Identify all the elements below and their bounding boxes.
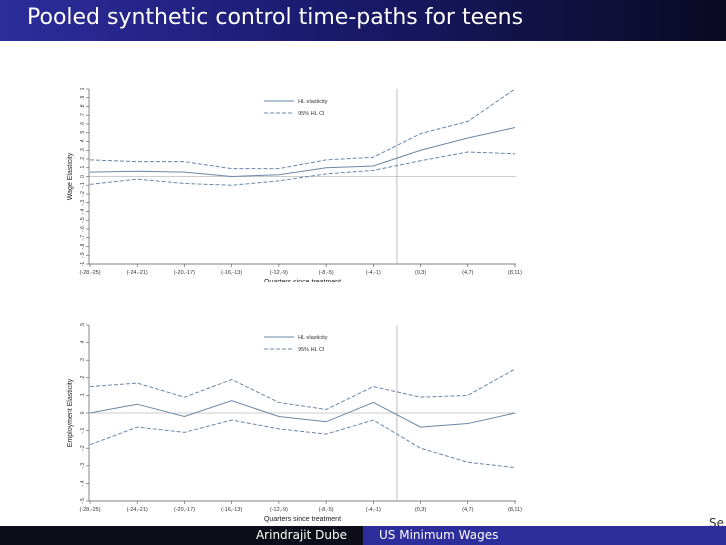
y-tick-label: -.3 [80, 200, 86, 206]
hl-elasticity-line [89, 127, 516, 178]
y-axis-label: Wage Elasticity [67, 152, 74, 200]
footer-talk-title: US Minimum Wages [363, 526, 726, 545]
x-tick-label: (-16,-13) [221, 270, 242, 276]
y-tick-label: -.1 [80, 182, 86, 188]
title-bar: Pooled synthetic control time-paths for … [0, 0, 726, 41]
y-tick-label: -.3 [80, 463, 86, 469]
y-tick-label: -.2 [80, 445, 86, 451]
y-tick-label: .9 [80, 95, 86, 99]
legend-ci: 95% HL CI [298, 347, 325, 353]
y-tick-label: .3 [80, 148, 86, 152]
y-tick-label: -.5 [80, 498, 86, 504]
ci-lower-line [89, 419, 516, 469]
x-tick-label: (8,11) [508, 270, 522, 276]
y-tick-label: .1 [80, 393, 86, 397]
x-tick-label: (-12,-9) [270, 270, 288, 276]
y-tick-label: 0 [80, 175, 86, 178]
x-tick-label: (-8,-5) [319, 270, 334, 276]
y-tick-label: .6 [80, 122, 86, 126]
y-tick-label: -.4 [80, 208, 86, 214]
x-tick-label: (-4,-1) [366, 507, 381, 513]
wage-elasticity-plot: -1 -.9 -.8 -.7 -.6 -.5 -.4 -.3 -.2 -.1 0 .1 .2 .3 .4 .5… [67, 87, 522, 286]
y-tick-label: -.9 [80, 252, 86, 258]
x-tick-label: (-20,-17) [174, 507, 195, 513]
y-tick-label: 0 [80, 411, 86, 414]
x-tick-label: (8,11) [508, 507, 522, 513]
y-tick-label: -.5 [80, 217, 86, 223]
y-tick-label: .2 [80, 157, 86, 161]
x-axis-label: Quarters since treatment [264, 516, 341, 523]
y-axis-label: Employment Elasticity [67, 378, 74, 447]
y-tick-label: -1 [80, 262, 86, 267]
y-tick-label: .4 [80, 139, 86, 143]
footer: Arindrajit Dube US Minimum Wages [0, 526, 726, 545]
y-tick-label: .5 [80, 323, 86, 327]
slide-title: Pooled synthetic control time-paths for … [27, 5, 524, 30]
x-tick-label: (-20,-17) [174, 270, 195, 276]
y-tick-label: -.7 [80, 235, 86, 241]
ci-upper-line [89, 88, 516, 170]
y-tick-label: 1 [80, 87, 86, 90]
ci-lower-line [89, 151, 516, 186]
y-tick-label: .5 [80, 130, 86, 134]
x-tick-label: (-24,-21) [127, 507, 148, 513]
legend-hl-elasticity: HL elasticity [298, 99, 328, 105]
y-tick-label: .1 [80, 165, 86, 169]
y-tick-label: -.1 [80, 427, 86, 433]
ci-upper-line [89, 368, 516, 410]
x-tick-label: (0,3) [415, 270, 426, 276]
x-tick-label: (-24,-21) [127, 270, 148, 276]
x-tick-label: (-12,-9) [270, 507, 288, 513]
x-tick-label: (-28,-25) [79, 507, 100, 513]
employment-elasticity-chart: -.5 -.4 -.3 -.2 -.1 0 .1 .2 .3 .4 .5 (-28,-25) (-24,… [50, 318, 530, 532]
x-tick-label: (-4,-1) [366, 270, 381, 276]
hl-elasticity-line [89, 400, 516, 428]
x-tick-label: (4,7) [462, 507, 473, 513]
x-tick-label: (-16,-13) [221, 507, 242, 513]
x-tick-label: (0,3) [415, 507, 426, 513]
y-tick-label: -.8 [80, 243, 86, 249]
x-tick-label: (-28,-25) [79, 270, 100, 276]
y-tick-label: .2 [80, 375, 86, 379]
x-axis-label: Quarters since treatment [264, 279, 341, 282]
x-tick-label: (4,7) [462, 270, 473, 276]
y-tick-label: -.2 [80, 191, 86, 197]
x-tick-label: (-8,-5) [319, 507, 334, 513]
legend-ci: 95% HL CI [298, 111, 325, 117]
y-tick-label: -.6 [80, 226, 86, 232]
y-tick-label: .3 [80, 358, 86, 362]
employment-elasticity-plot: -.5 -.4 -.3 -.2 -.1 0 .1 .2 .3 .4 .5 (-28,-25) (-24,… [67, 323, 522, 523]
y-tick-label: .7 [80, 113, 86, 117]
wage-elasticity-chart: -1 -.9 -.8 -.7 -.6 -.5 -.4 -.3 -.2 -.1 0 .1 .2 .3 .4 .5… [50, 82, 530, 286]
legend-hl-elasticity: HL elasticity [298, 335, 328, 341]
y-tick-label: .8 [80, 104, 86, 108]
y-tick-label: .4 [80, 340, 86, 344]
y-tick-label: -.4 [80, 480, 86, 486]
footer-author: Arindrajit Dube [0, 526, 363, 545]
